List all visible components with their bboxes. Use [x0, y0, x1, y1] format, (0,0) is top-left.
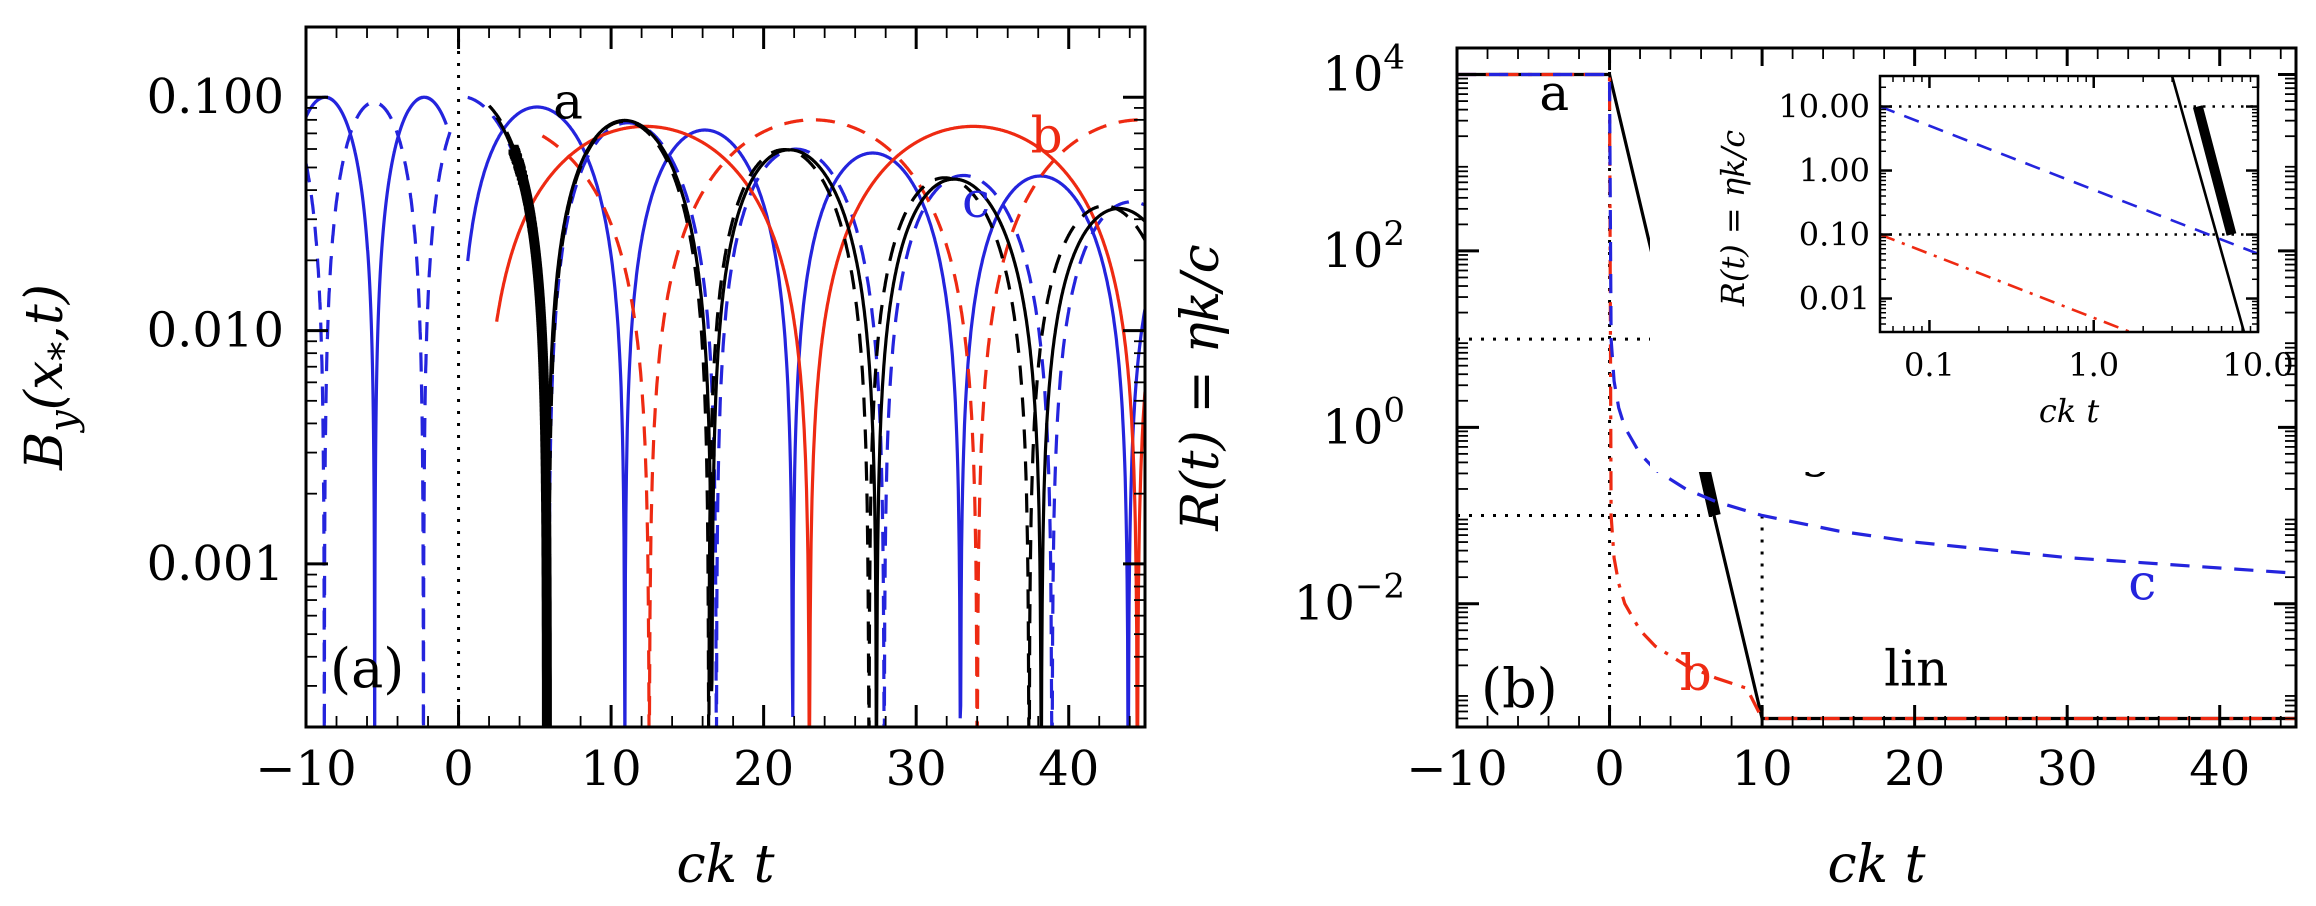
inset-curve-b: [1880, 233, 2134, 332]
curve-blue-solid-t-0-: [466, 105, 1145, 727]
inset-y-axis-title: R(t) = ηk/c: [1714, 130, 1752, 307]
y-tick-label: 1.00: [1799, 152, 1870, 190]
curve-red-solid: [495, 124, 1145, 727]
x-tick-label: 10: [581, 741, 642, 797]
panel-a: −10 0 10 20 30 40 0.001 0.010 0.100 a bc (a) ck t By(…: [15, 25, 1147, 895]
y-tick-label: 0.010: [147, 303, 284, 359]
curve-red-dashed: [541, 118, 1145, 727]
curve-label-lin: lin: [1884, 639, 1948, 697]
x-tick-label: 0: [443, 741, 474, 797]
y-tick-label: 0.10: [1799, 216, 1870, 254]
x-tick-label: 0: [1594, 741, 1625, 797]
x-axis-title: ck t: [1827, 835, 1925, 895]
y-tick-label: 10−2: [1294, 567, 1405, 632]
curve-black-thick-log-phase-: [508, 144, 552, 727]
x-tick-label: −10: [1406, 741, 1507, 797]
x-tick-label: 20: [733, 741, 794, 797]
y-tick-label: 0.100: [147, 69, 284, 125]
y-tick-label: 10.00: [1778, 88, 1870, 126]
y-tick-label: 102: [1322, 214, 1405, 279]
x-tick-label: 30: [886, 741, 947, 797]
panel-a-plot-area: [306, 27, 1145, 727]
x-tick-label: 10: [1732, 741, 1793, 797]
y-tick-label: 0.001: [147, 536, 284, 592]
x-tick-label: −10: [255, 741, 356, 797]
x-tick-label: 30: [2037, 741, 2098, 797]
curve-label-a: a: [1539, 64, 1569, 122]
y-tick-label: 0.01: [1799, 280, 1870, 318]
curve-label-b: b: [1031, 106, 1063, 164]
curve-label-c: c: [2128, 553, 2156, 611]
inset-curve-a-thick-: [2192, 105, 2237, 236]
curve-blue-solid-t-0-: [306, 95, 448, 727]
x-tick-label: 40: [2189, 741, 2250, 797]
inset-curve-c: [1880, 105, 2258, 256]
curve-black-solid: [495, 116, 1145, 727]
y-tick-label: 100: [1322, 390, 1405, 455]
panel-b: −1001020304010−2100102104abcloglin(b)ck …: [1171, 38, 2298, 895]
y-tick-label: 104: [1322, 38, 1405, 103]
panel-label: (a): [330, 637, 404, 700]
panel-b-inset: 0.1 1.0 10.0 0.01 0.10 1.00 10.00 ck t R(t) = ηk…: [1650, 66, 2294, 472]
x-tick-label: 0.1: [1904, 346, 1955, 384]
curve-blue-dashed-t-0-: [467, 95, 1145, 727]
x-tick-label: 20: [1884, 741, 1945, 797]
curve-b: [1457, 72, 2296, 721]
curve-label-a: a: [553, 72, 583, 130]
x-tick-label: 10.0: [2222, 346, 2293, 384]
y-axis-title: By(x*,t): [15, 284, 85, 471]
panel-label: (b): [1481, 657, 1558, 720]
x-tick-label: 40: [1038, 741, 1099, 797]
y-axis-title: R(t) = ηk/c: [1171, 244, 1231, 532]
plot-frame: [1455, 46, 2298, 729]
curve-label-c: c: [962, 171, 990, 229]
plot-frame: [304, 25, 1147, 729]
curve-label-b: b: [1680, 644, 1712, 702]
inset-x-axis-title: ck t: [2039, 392, 2099, 430]
x-tick-label: 1.0: [2068, 346, 2119, 384]
inset-background: [1650, 66, 2278, 472]
curve-blue-dashed-t-0-: [306, 100, 456, 727]
x-axis-title: ck t: [676, 835, 774, 895]
